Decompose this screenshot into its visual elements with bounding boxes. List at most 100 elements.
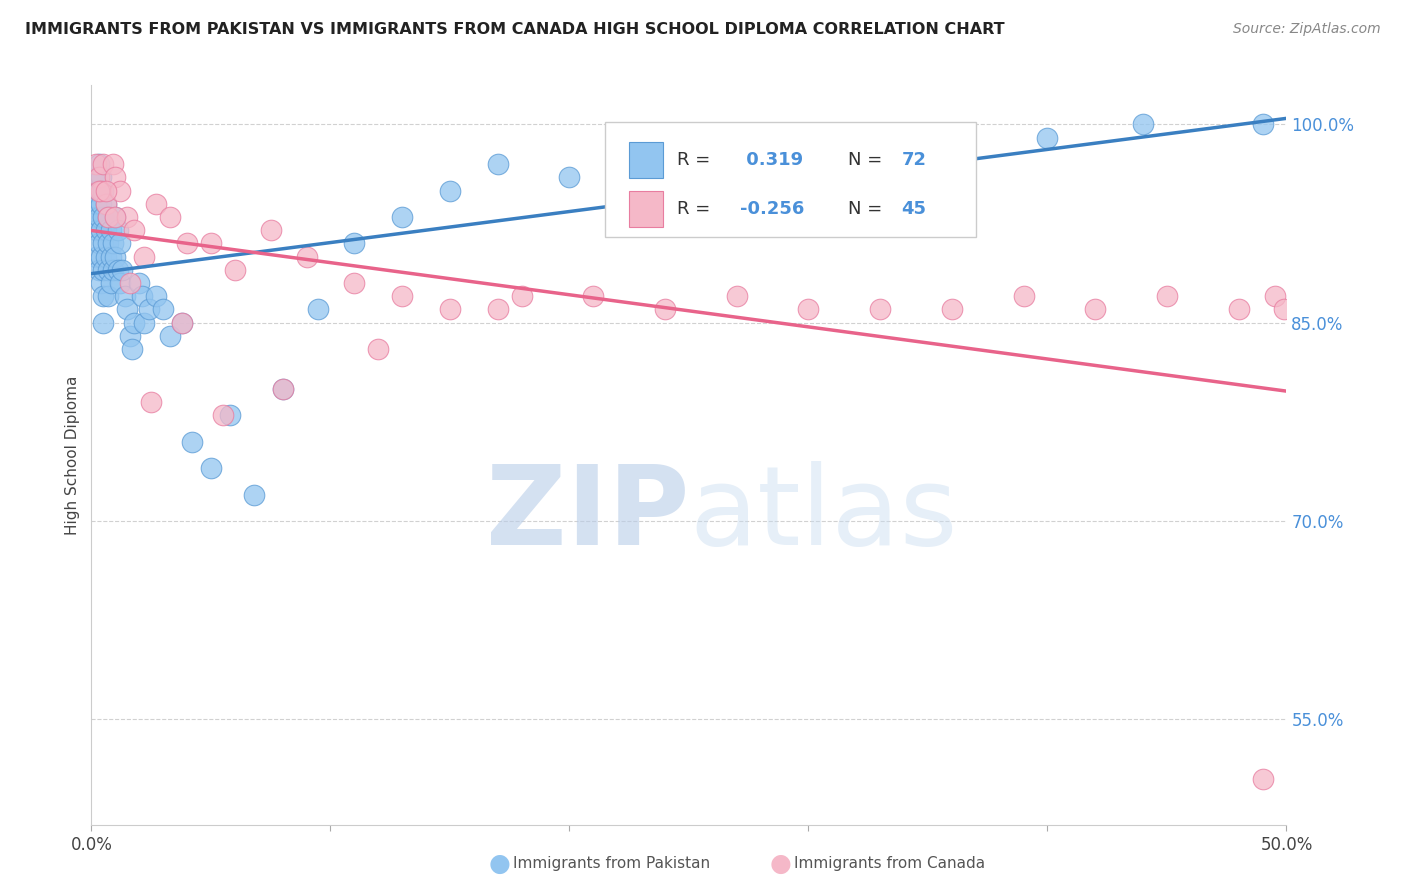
Point	[114, 289, 136, 303]
Point	[97, 236, 120, 251]
Text: R =: R =	[678, 200, 716, 219]
Point	[93, 184, 114, 198]
Point	[654, 302, 676, 317]
Point	[343, 276, 366, 290]
Point	[558, 170, 581, 185]
Point	[211, 409, 233, 423]
Point	[124, 316, 146, 330]
Point	[93, 263, 114, 277]
Point	[1272, 302, 1295, 317]
FancyBboxPatch shape	[605, 121, 976, 236]
Point	[84, 157, 107, 171]
Point	[486, 157, 509, 171]
Point	[295, 250, 318, 264]
Point	[90, 170, 112, 185]
Point	[128, 276, 150, 290]
Point	[132, 250, 155, 264]
Point	[94, 196, 117, 211]
Point	[87, 170, 110, 185]
Text: 72: 72	[901, 151, 927, 169]
Point	[90, 223, 112, 237]
Point	[97, 210, 120, 224]
Point	[131, 289, 153, 303]
Point	[104, 210, 127, 224]
Point	[90, 184, 112, 198]
Point	[87, 157, 110, 171]
Text: R =: R =	[678, 151, 716, 169]
Point	[118, 276, 141, 290]
Point	[1251, 772, 1274, 786]
Point	[93, 316, 114, 330]
Text: IMMIGRANTS FROM PAKISTAN VS IMMIGRANTS FROM CANADA HIGH SCHOOL DIPLOMA CORRELATI: IMMIGRANTS FROM PAKISTAN VS IMMIGRANTS F…	[25, 22, 1005, 37]
Text: 45: 45	[901, 200, 927, 219]
Point	[87, 263, 110, 277]
Point	[94, 223, 117, 237]
Point	[94, 250, 117, 264]
Point	[94, 184, 117, 198]
Point	[124, 223, 146, 237]
Point	[1036, 130, 1059, 145]
Point	[1084, 302, 1107, 317]
Point	[84, 196, 107, 211]
Point	[271, 382, 294, 396]
Point	[271, 382, 294, 396]
Point	[172, 316, 194, 330]
Point	[200, 461, 222, 475]
Point	[259, 223, 281, 237]
Text: atlas: atlas	[689, 460, 957, 567]
Point	[100, 276, 122, 290]
Point	[104, 170, 127, 185]
Point	[138, 302, 160, 317]
Text: N =: N =	[848, 151, 887, 169]
Point	[104, 210, 127, 224]
Point	[115, 210, 138, 224]
Point	[93, 236, 114, 251]
Point	[439, 184, 461, 198]
Point	[486, 302, 509, 317]
Point	[83, 184, 105, 198]
Point	[97, 210, 120, 224]
Point	[159, 210, 181, 224]
Point	[152, 302, 174, 317]
Point	[1156, 289, 1178, 303]
Point	[343, 236, 366, 251]
Point	[797, 302, 820, 317]
Text: ZIP: ZIP	[485, 460, 689, 567]
Point	[1251, 117, 1274, 131]
Point	[87, 236, 110, 251]
Point	[87, 184, 110, 198]
Point	[200, 236, 222, 251]
Point	[111, 263, 134, 277]
Point	[1012, 289, 1035, 303]
Y-axis label: High School Diploma: High School Diploma	[65, 376, 80, 534]
Point	[145, 289, 167, 303]
Text: 0.319: 0.319	[741, 151, 803, 169]
Point	[132, 316, 155, 330]
Point	[725, 289, 748, 303]
Point	[941, 302, 963, 317]
Point	[391, 210, 413, 224]
Text: Immigrants from Canada: Immigrants from Canada	[794, 856, 986, 871]
Point	[115, 302, 138, 317]
Point	[702, 144, 724, 158]
Point	[90, 276, 112, 290]
Point	[87, 210, 110, 224]
Point	[1227, 302, 1250, 317]
Point	[180, 434, 202, 449]
Text: ●: ●	[769, 852, 792, 875]
Point	[582, 289, 605, 303]
Point	[83, 210, 105, 224]
Point	[224, 263, 246, 277]
Point	[100, 250, 122, 264]
Point	[630, 157, 652, 171]
Point	[84, 250, 107, 264]
Point	[391, 289, 413, 303]
Point	[93, 210, 114, 224]
Point	[797, 130, 820, 145]
Text: ●: ●	[488, 852, 510, 875]
Point	[307, 302, 329, 317]
Point	[108, 184, 131, 198]
Point	[101, 236, 124, 251]
Point	[243, 487, 266, 501]
Point	[145, 196, 167, 211]
